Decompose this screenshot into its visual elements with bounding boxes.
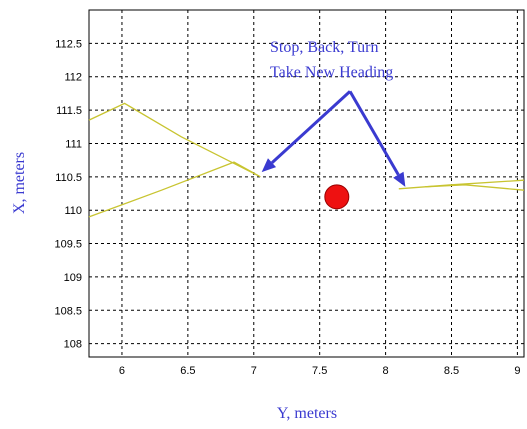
- y-tick-label: 108: [64, 339, 82, 351]
- grid: [89, 10, 524, 357]
- x-tick-label: 6.5: [180, 365, 195, 377]
- y-tick-label: 109.5: [54, 239, 82, 251]
- y-tick-label: 111.5: [56, 105, 82, 117]
- y-tick-labels: 108 108.5 109 109.5 110 110.5 111 111.5 112 112.5: [54, 38, 82, 350]
- annotation-arrow-head: [393, 171, 406, 187]
- y-tick-label: 112.5: [55, 38, 82, 50]
- y-tick-label: 110.5: [55, 172, 82, 184]
- x-tick-label: 6: [119, 365, 125, 377]
- annotation-line-2: Take New Heading: [270, 64, 393, 81]
- trajectory-line: [398, 179, 525, 190]
- x-tick-label: 8.5: [444, 365, 459, 377]
- x-axis-label: Y, meters: [277, 405, 337, 422]
- trajectory-line: [425, 184, 525, 191]
- series-group: [88, 102, 525, 218]
- annotation-arrow-head: [261, 158, 277, 173]
- y-axis-label: X, meters: [11, 152, 28, 214]
- x-tick-label: 7: [251, 365, 257, 377]
- y-tick-label: 108.5: [54, 305, 82, 317]
- y-tick-label: 111: [65, 138, 82, 150]
- y-tick-label: 109: [64, 272, 82, 284]
- annotation-arrows: [261, 90, 406, 187]
- plot-frame: [88, 9, 525, 358]
- y-tick-label: 112: [64, 72, 82, 84]
- annotation-line-1: Stop, Back, Turn: [270, 39, 378, 56]
- robot-marker: [324, 184, 350, 210]
- x-tick-labels: 6 6.5 7 7.5 8 8.5 9: [119, 365, 521, 377]
- annotation-arrow-shaft: [271, 90, 352, 164]
- y-tick-label: 110: [64, 205, 82, 217]
- x-tick-label: 8: [383, 365, 389, 377]
- trajectory-line: [88, 102, 261, 218]
- x-tick-label: 9: [514, 365, 520, 377]
- x-tick-label: 7.5: [312, 365, 327, 377]
- annotation-arrow-shaft: [348, 90, 400, 176]
